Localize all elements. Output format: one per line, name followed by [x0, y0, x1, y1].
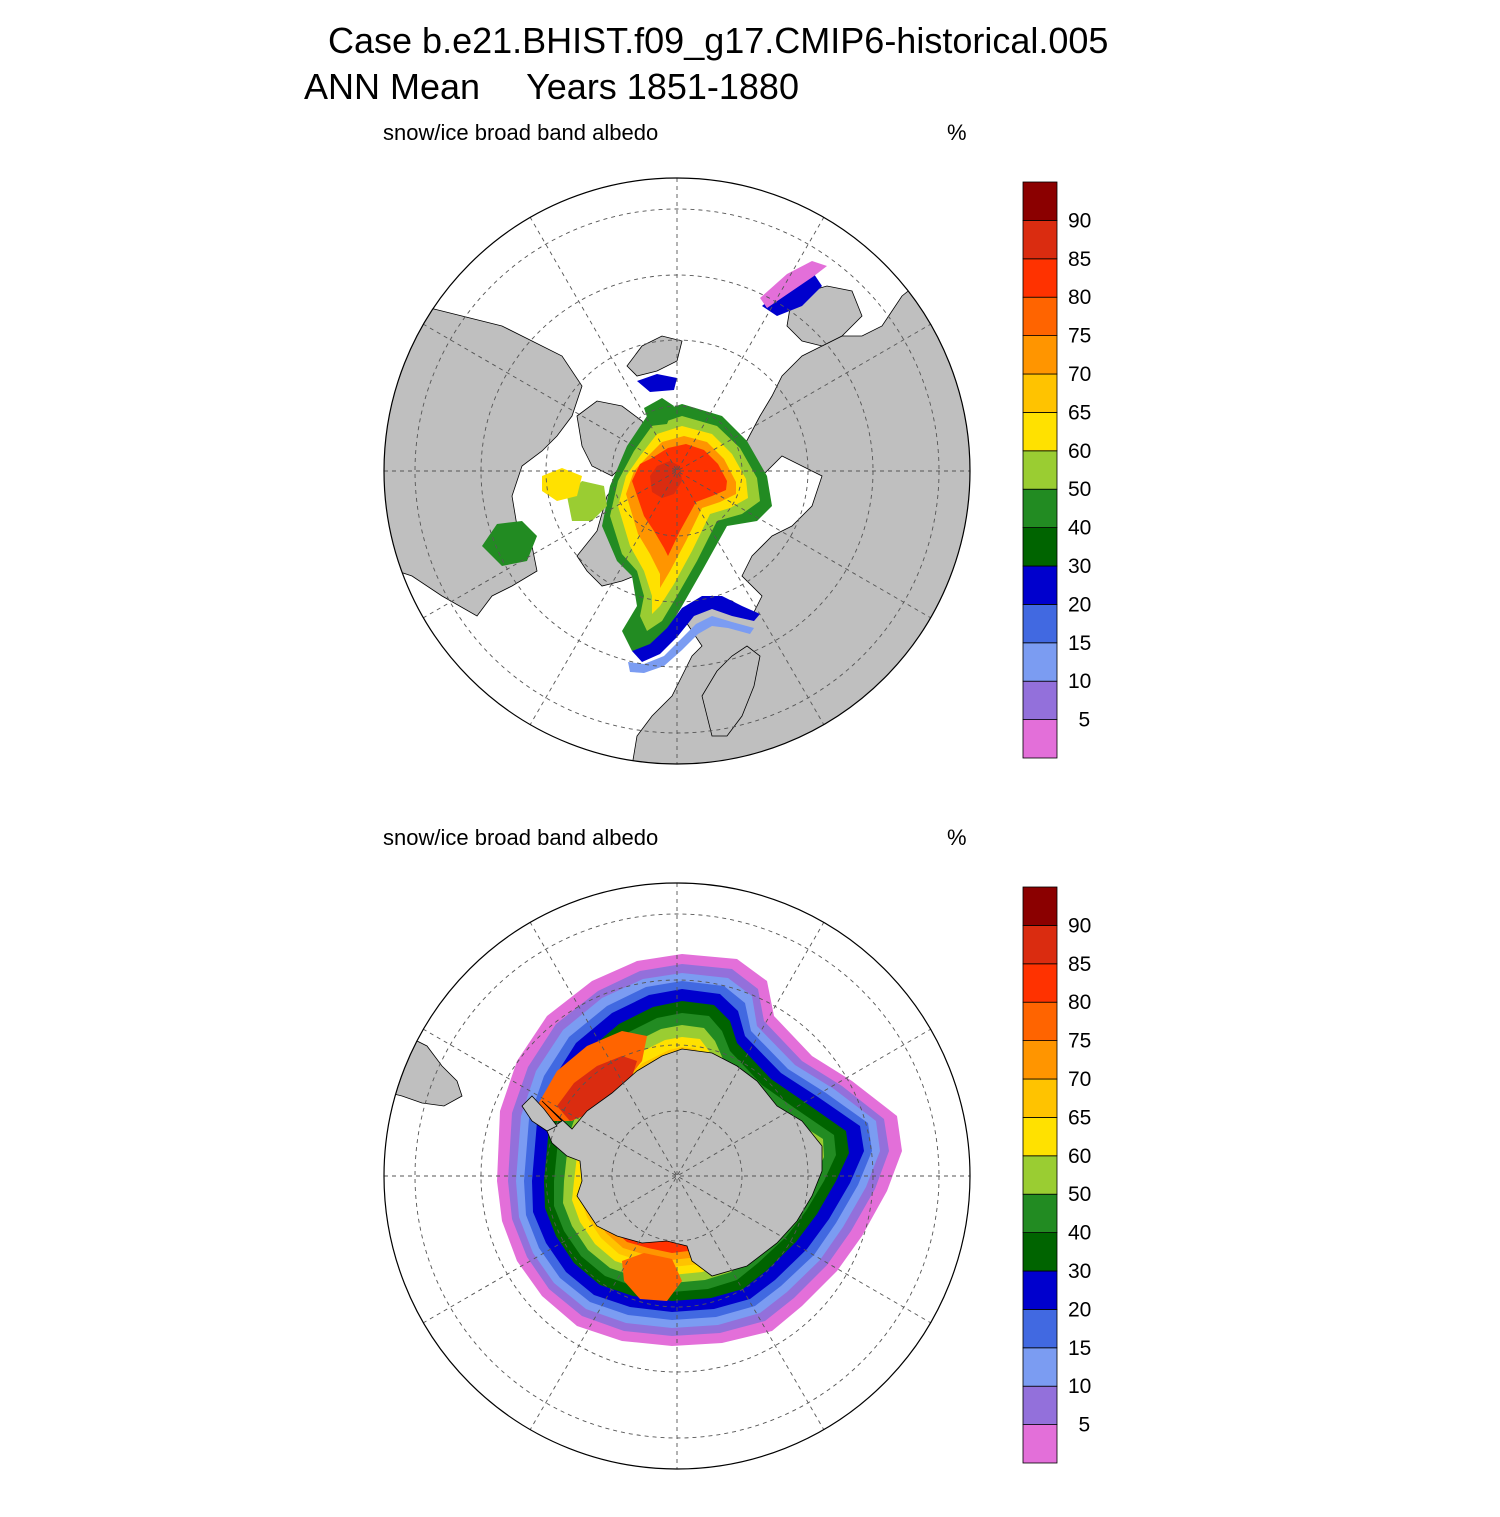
colorbar-box — [1022, 1385, 1058, 1426]
colorbar-label: 85 — [1068, 248, 1091, 271]
colorbar-box — [1022, 1270, 1058, 1310]
west-canada-ice — [482, 521, 537, 566]
colorbar-label: 15 — [1068, 632, 1091, 655]
colorbar-label: 50 — [1068, 1183, 1091, 1206]
colorbar-box — [1022, 258, 1058, 298]
colorbar-box — [1022, 925, 1058, 965]
colorbar-label: 85 — [1068, 953, 1091, 976]
colorbar-label: 70 — [1068, 363, 1091, 386]
colorbar-label: 90 — [1068, 914, 1091, 937]
map-graticule — [384, 178, 970, 764]
colorbar-box — [1022, 181, 1058, 221]
colorbar-box — [1022, 886, 1058, 926]
colorbar-label: 80 — [1068, 991, 1091, 1014]
ross-sea-ice — [622, 1253, 682, 1301]
colorbar: 5 10 15 20 30 40 50 60 65 70 75 80 85 90 — [1022, 886, 1091, 1464]
colorbar-box — [1022, 1232, 1058, 1272]
colorbar-box — [1022, 719, 1058, 759]
weddell-sea-core — [557, 1056, 637, 1121]
south-hemisphere-panel: snow/ice broad band albedo % — [0, 817, 1500, 1517]
baffin-ice — [542, 468, 582, 501]
colorbar-label: 50 — [1068, 478, 1091, 501]
colorbar-box — [1022, 680, 1058, 721]
units-label: % — [947, 825, 967, 850]
colorbar-label: 60 — [1068, 440, 1091, 463]
colorbar-label: 80 — [1068, 286, 1091, 309]
colorbar-box — [1022, 1193, 1058, 1234]
chukchi-ice — [644, 398, 674, 426]
season-label: ANN Mean — [304, 66, 481, 107]
colorbar-box — [1022, 527, 1058, 567]
land-antarctica — [541, 1048, 823, 1277]
arctic-sea-ice — [602, 404, 772, 651]
colorbar-box — [1022, 642, 1058, 682]
land-north-america — [384, 305, 583, 617]
plot-title-case: Case b.e21.BHIST.f09_g17.CMIP6-historica… — [328, 20, 1109, 61]
colorbar-label: 30 — [1068, 555, 1091, 578]
map-boundary — [383, 882, 971, 1470]
colorbar-box — [1022, 603, 1058, 644]
colorbar-label: 15 — [1068, 1337, 1091, 1360]
south-polar-map — [383, 882, 971, 1470]
colorbar-label: 20 — [1068, 1298, 1091, 1321]
colorbar-label: 10 — [1068, 670, 1091, 693]
colorbar-box — [1022, 1001, 1058, 1041]
okhotsk-ice-fringe — [760, 261, 827, 308]
variable-label: snow/ice broad band albedo — [383, 825, 659, 850]
ice-edge-band — [632, 596, 760, 662]
years-label: Years 1851-1880 — [526, 66, 799, 107]
land-scandinavia — [701, 645, 761, 737]
colorbar-box — [1022, 1078, 1058, 1118]
bering-ice — [637, 374, 677, 392]
colorbar-box — [1022, 411, 1058, 452]
colorbar-box — [1022, 1116, 1058, 1157]
colorbar-box — [1022, 488, 1058, 529]
colorbar-box — [1022, 450, 1058, 490]
colorbar-label: 10 — [1068, 1375, 1091, 1398]
map-graticule — [384, 883, 970, 1469]
colorbar-label: 40 — [1068, 1222, 1091, 1245]
land-antarctic-peninsula — [521, 1095, 558, 1132]
colorbar-box — [1022, 1308, 1058, 1349]
variable-label: snow/ice broad band albedo — [383, 120, 659, 145]
colorbar: 5 10 15 20 30 40 50 60 65 70 75 80 85 90 — [1022, 181, 1091, 759]
colorbar-label: 65 — [1068, 1106, 1091, 1129]
colorbar-box — [1022, 296, 1058, 336]
colorbar-box — [1022, 1155, 1058, 1195]
colorbar-label: 65 — [1068, 401, 1091, 424]
colorbar-label: 70 — [1068, 1068, 1091, 1091]
colorbar-box — [1022, 1424, 1058, 1464]
units-label: % — [947, 120, 967, 145]
colorbar-box — [1022, 335, 1058, 375]
plot-title-period: ANN Mean Years 1851-1880 — [304, 66, 799, 108]
ice-edge-fringe — [628, 616, 754, 673]
colorbar-box — [1022, 565, 1058, 605]
north-hemisphere-panel: snow/ice broad band albedo % — [0, 112, 1500, 812]
colorbar-label: 75 — [1068, 1030, 1091, 1053]
north-polar-map — [383, 177, 971, 765]
colorbar-box — [1022, 373, 1058, 413]
colorbar-label: 5 — [1068, 709, 1090, 732]
colorbar-label: 60 — [1068, 1145, 1091, 1168]
okhotsk-ice — [762, 271, 822, 316]
colorbar-box — [1022, 1040, 1058, 1080]
colorbar-label: 75 — [1068, 325, 1091, 348]
colorbar-box — [1022, 220, 1058, 260]
map-boundary — [383, 177, 971, 765]
colorbar-label: 5 — [1068, 1414, 1090, 1437]
colorbar-box — [1022, 1347, 1058, 1387]
colorbar-label: 40 — [1068, 517, 1091, 540]
colorbar-box — [1022, 963, 1058, 1003]
colorbar-label: 30 — [1068, 1260, 1091, 1283]
colorbar-label: 90 — [1068, 209, 1091, 232]
colorbar-label: 20 — [1068, 593, 1091, 616]
